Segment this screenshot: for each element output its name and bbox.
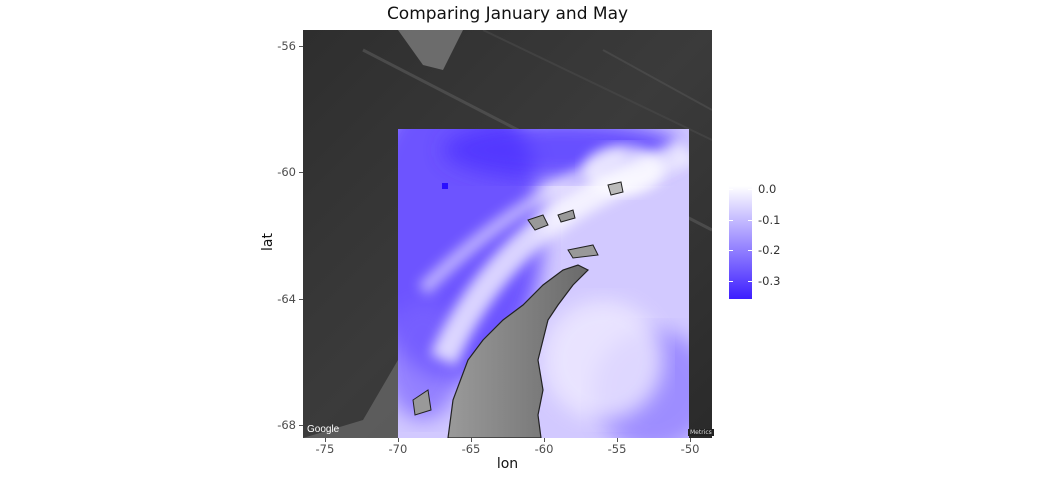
legend-label: 0.0 bbox=[758, 182, 777, 197]
legend-label: -0.3 bbox=[758, 273, 781, 288]
map-plot bbox=[303, 30, 712, 438]
y-tick-label: -68 bbox=[277, 418, 296, 433]
island-land bbox=[607, 181, 624, 196]
island-land bbox=[412, 389, 432, 416]
x-tick-mark bbox=[544, 438, 546, 442]
anomaly-raster bbox=[398, 129, 689, 438]
x-tick-label: -60 bbox=[534, 442, 554, 456]
basemap-shelf bbox=[398, 30, 463, 70]
x-tick-label: -50 bbox=[680, 442, 700, 456]
legend-tick bbox=[748, 189, 752, 191]
x-tick-label: -75 bbox=[315, 442, 335, 456]
y-tick-mark bbox=[299, 425, 303, 427]
chart-title: Comparing January and May bbox=[386, 4, 629, 24]
x-tick-mark bbox=[470, 438, 472, 442]
y-axis-title: lat bbox=[260, 233, 276, 251]
raster-min-cell bbox=[442, 183, 448, 189]
y-tick-label: -60 bbox=[277, 165, 296, 180]
x-tick-label: -55 bbox=[607, 442, 627, 456]
island-land bbox=[557, 209, 576, 223]
google-attribution: Google bbox=[307, 424, 340, 435]
legend-tick bbox=[729, 189, 733, 191]
legend-label: -0.1 bbox=[758, 212, 781, 227]
raster-high-ridge bbox=[430, 137, 689, 366]
raster-high-patch bbox=[543, 300, 663, 420]
legend-tick bbox=[748, 219, 752, 221]
map-panel bbox=[303, 30, 712, 438]
legend-tick bbox=[729, 250, 733, 252]
x-tick-mark bbox=[690, 438, 692, 442]
x-tick-label: -70 bbox=[388, 442, 408, 456]
island-land bbox=[567, 244, 599, 259]
legend-tick bbox=[729, 280, 733, 282]
basemap-shelf bbox=[303, 360, 398, 438]
peninsula-land bbox=[447, 264, 590, 438]
basemap-ridge bbox=[482, 30, 712, 141]
y-tick-mark bbox=[299, 45, 303, 47]
x-axis-title: lon bbox=[496, 456, 519, 472]
legend-label: -0.2 bbox=[758, 243, 781, 258]
x-tick-label: -65 bbox=[461, 442, 481, 456]
raster-high-patch bbox=[583, 145, 663, 195]
y-tick-mark bbox=[299, 298, 303, 300]
y-tick-label: -64 bbox=[277, 291, 296, 306]
legend-tick bbox=[748, 280, 752, 282]
x-tick-mark bbox=[324, 438, 326, 442]
basemap-ridge bbox=[602, 49, 712, 111]
island-land bbox=[527, 214, 549, 231]
y-tick-mark bbox=[299, 172, 303, 174]
basemap-footer: Metrics bbox=[688, 429, 714, 436]
legend-tick bbox=[729, 219, 733, 221]
colorbar bbox=[729, 186, 752, 299]
y-tick-label: -56 bbox=[277, 38, 296, 53]
x-tick-mark bbox=[397, 438, 399, 442]
legend-tick bbox=[748, 250, 752, 252]
x-tick-mark bbox=[617, 438, 619, 442]
